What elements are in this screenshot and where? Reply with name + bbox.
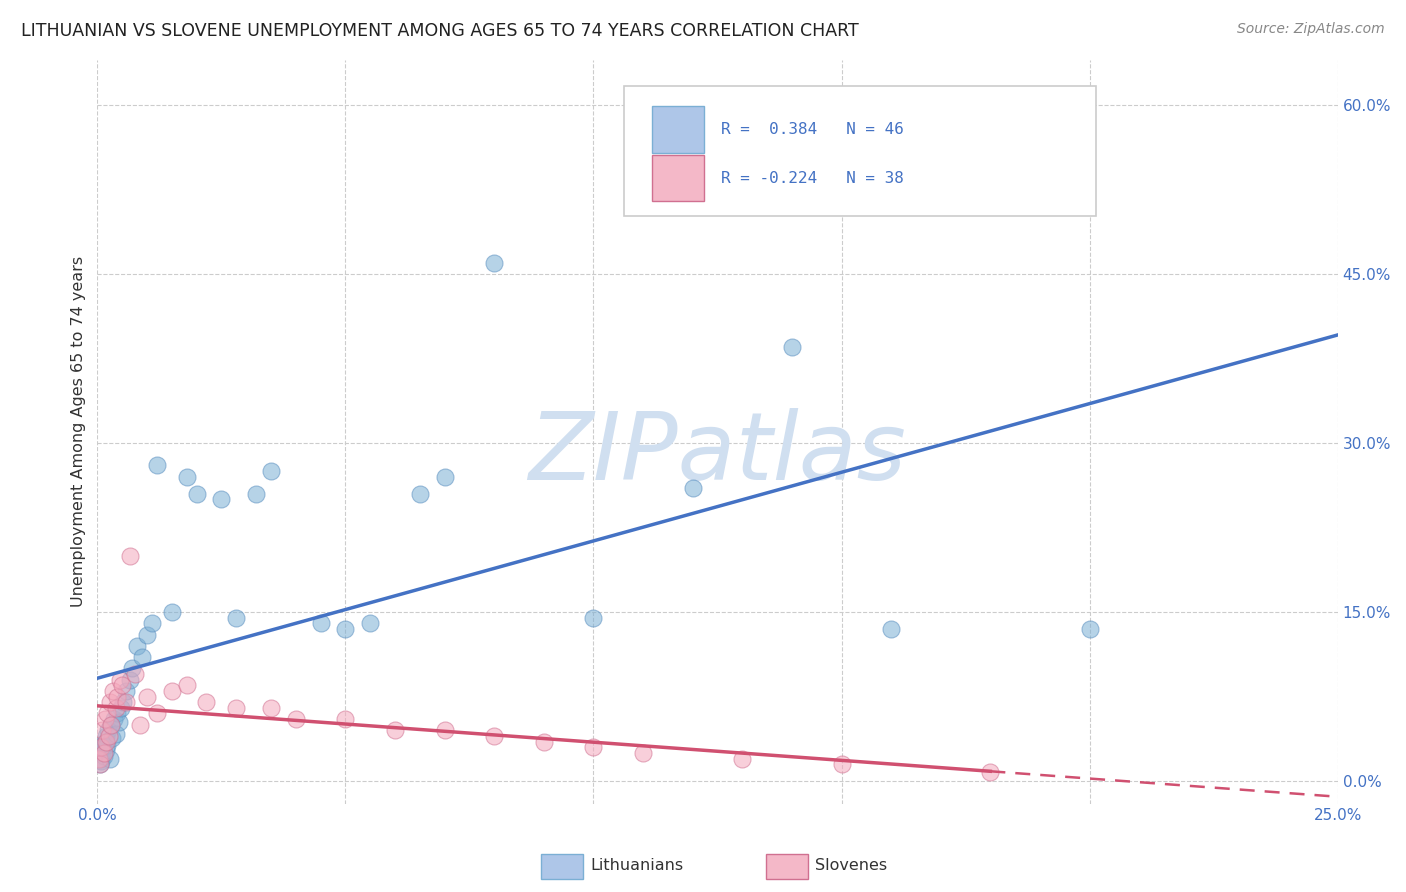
Point [91, 740, 114, 755]
Point [94, 712, 117, 726]
Point [90, 751, 112, 765]
Point [284, 712, 307, 726]
Point [731, 751, 754, 765]
Point [98, 751, 121, 765]
Point [93, 749, 115, 764]
Point [979, 765, 1001, 780]
Point [118, 549, 141, 563]
Point [100, 717, 122, 731]
Point [582, 740, 605, 755]
Point [186, 486, 208, 500]
Point [880, 622, 903, 636]
Text: Slovenes: Slovenes [815, 858, 887, 872]
Point [97, 729, 120, 743]
Point [195, 695, 218, 709]
Point [582, 610, 605, 624]
Point [105, 727, 128, 741]
Point [115, 695, 138, 709]
Point [90, 740, 112, 755]
Point [98, 695, 121, 709]
Point [260, 700, 283, 714]
Point [93, 746, 115, 760]
Bar [652, 155, 704, 201]
Text: R =  0.384   N = 46: R = 0.384 N = 46 [721, 122, 904, 137]
Point [105, 706, 128, 721]
Point [118, 673, 141, 687]
Point [359, 616, 381, 631]
Point [245, 486, 267, 500]
Point [309, 616, 332, 631]
Point [141, 616, 163, 631]
Point [631, 746, 654, 760]
Point [89, 751, 111, 765]
Point [124, 667, 146, 681]
Point [112, 695, 135, 709]
Point [225, 610, 247, 624]
Point [146, 458, 169, 473]
Point [110, 700, 132, 714]
Point [111, 678, 134, 692]
Point [96, 706, 118, 721]
Point [160, 605, 183, 619]
Point [160, 684, 183, 698]
Point [90, 754, 112, 768]
Point [533, 734, 555, 748]
Point [115, 684, 138, 698]
Point [121, 661, 143, 675]
Point [94, 734, 117, 748]
Point [260, 464, 283, 478]
Text: Source: ZipAtlas.com: Source: ZipAtlas.com [1237, 22, 1385, 37]
Point [131, 650, 153, 665]
Point [107, 715, 129, 730]
Point [484, 729, 506, 743]
Point [209, 492, 232, 507]
Point [433, 723, 456, 738]
Point [128, 717, 150, 731]
Point [335, 712, 357, 726]
Point [91, 723, 114, 738]
Bar [652, 106, 704, 153]
Point [101, 731, 124, 746]
Point [108, 673, 131, 687]
FancyBboxPatch shape [624, 86, 1095, 216]
Point [104, 700, 127, 714]
Point [176, 678, 198, 692]
Point [409, 486, 432, 500]
Point [176, 469, 198, 483]
Point [100, 717, 122, 731]
Point [682, 481, 704, 495]
Point [97, 723, 120, 738]
Point [105, 690, 128, 704]
Point [103, 712, 125, 726]
Text: R = -0.224   N = 38: R = -0.224 N = 38 [721, 171, 904, 186]
Point [96, 729, 118, 743]
Point [384, 723, 406, 738]
Point [94, 742, 117, 756]
Point [433, 469, 456, 483]
Point [103, 684, 125, 698]
Point [136, 690, 159, 704]
Point [136, 627, 159, 641]
Point [94, 734, 117, 748]
Y-axis label: Unemployment Among Ages 65 to 74 years: Unemployment Among Ages 65 to 74 years [72, 256, 86, 607]
Text: LITHUANIAN VS SLOVENE UNEMPLOYMENT AMONG AGES 65 TO 74 YEARS CORRELATION CHART: LITHUANIAN VS SLOVENE UNEMPLOYMENT AMONG… [21, 22, 859, 40]
Point [91, 746, 114, 760]
Text: ZIPatlas: ZIPatlas [529, 409, 907, 500]
Point [225, 700, 247, 714]
Point [1078, 622, 1101, 636]
Point [484, 255, 506, 269]
Point [96, 738, 118, 752]
Point [335, 622, 357, 636]
Point [89, 757, 111, 772]
Point [89, 757, 111, 772]
Text: Lithuanians: Lithuanians [591, 858, 683, 872]
Point [125, 639, 148, 653]
Point [780, 340, 803, 354]
Point [831, 757, 853, 772]
Point [146, 706, 169, 721]
